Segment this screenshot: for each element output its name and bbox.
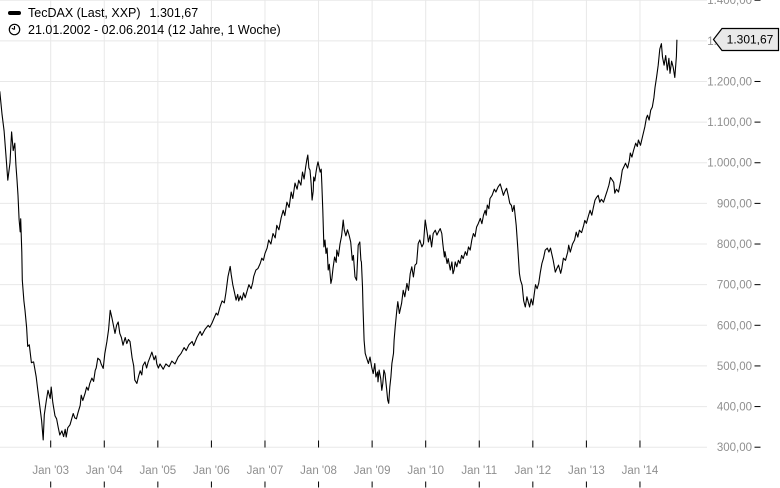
y-axis-label: 500,00 <box>717 361 752 373</box>
y-axis-label: 1.400,00 <box>707 0 752 7</box>
y-axis-label: 1.100,00 <box>707 117 752 129</box>
y-axis-label: 1.000,00 <box>707 158 752 170</box>
price-line <box>0 39 678 441</box>
clock-icon <box>8 23 21 36</box>
y-axis-label: 700,00 <box>717 280 752 292</box>
x-axis-label: Jan '04 <box>86 465 123 477</box>
x-axis-label: Jan '11 <box>461 465 497 477</box>
x-axis-label: Jan '14 <box>622 465 659 477</box>
series-last-value: 1.301,67 <box>149 5 199 20</box>
legend-range-row: 21.01.2002 - 02.06.2014 (12 Jahre, 1 Woc… <box>8 21 281 38</box>
series-color-marker-icon <box>8 10 21 15</box>
legend-series-row: TecDAX (Last, XXP) 1.301,67 <box>8 4 281 21</box>
x-axis-label: Jan '07 <box>247 465 284 477</box>
y-axis-label: 400,00 <box>717 402 752 414</box>
legend: TecDAX (Last, XXP) 1.301,67 21.01.2002 -… <box>8 4 281 38</box>
series-title: TecDAX (Last, XXP) <box>28 5 141 20</box>
y-axis-label: 300,00 <box>717 442 752 454</box>
price-tag-shape <box>712 27 780 52</box>
x-axis-label: Jan '06 <box>193 465 230 477</box>
plot-area: 300,00 400,00 500,00 600,00 700,00 800,00 900,… <box>0 0 761 488</box>
x-axis-label: Jan '12 <box>514 465 551 477</box>
y-axis-label: 1.200,00 <box>707 76 752 88</box>
y-axis-label: 900,00 <box>717 198 752 210</box>
x-axis-label: Jan '08 <box>300 465 337 477</box>
y-axis-label: 800,00 <box>717 239 752 251</box>
price-tag-label: 1.301,67 <box>727 33 774 47</box>
date-range: 21.01.2002 - 02.06.2014 (12 Jahre, 1 Woc… <box>28 22 281 37</box>
y-axis-label: 600,00 <box>717 320 752 332</box>
price-tag: 1.301,67 <box>712 27 780 52</box>
x-axis-label: Jan '09 <box>354 465 391 477</box>
x-axis-label: Jan '13 <box>568 465 605 477</box>
x-axis-label: Jan '05 <box>139 465 176 477</box>
x-axis-label: Jan '10 <box>407 465 444 477</box>
x-axis-label: Jan '03 <box>32 465 69 477</box>
